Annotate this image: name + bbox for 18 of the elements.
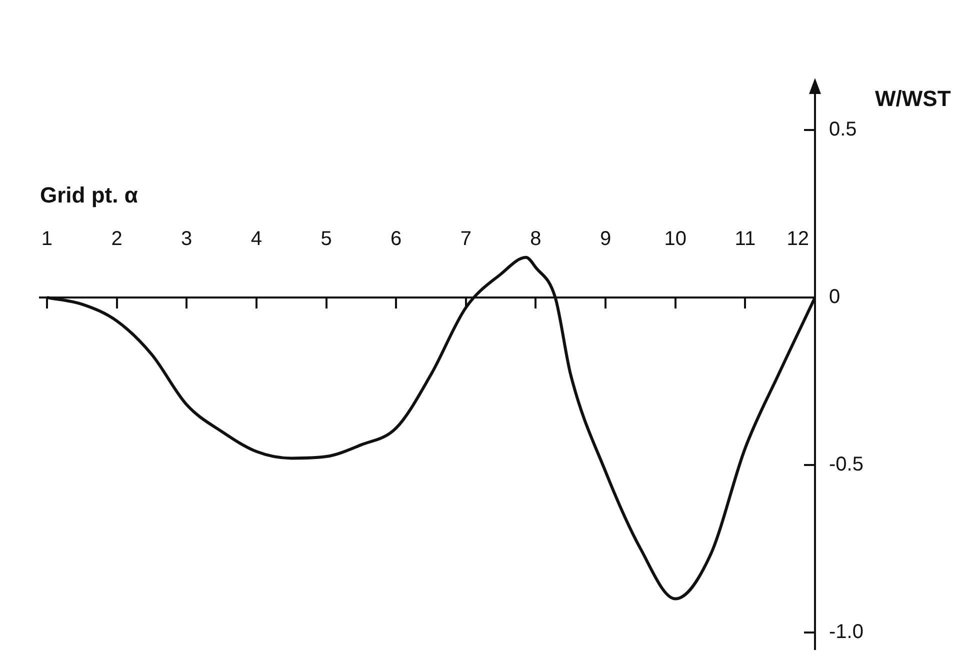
x-axis-title: Grid pt. α (40, 182, 138, 208)
x-tick-label: 9 (600, 228, 612, 250)
x-tick-label: 6 (390, 228, 402, 250)
y-tick-label: -0.5 (829, 453, 864, 476)
y-axis-title: W/WST (875, 86, 952, 112)
x-tick-label: 10 (664, 228, 686, 250)
y-tick-label: 0 (829, 286, 840, 308)
y-tick-label: -1.0 (829, 620, 864, 643)
y-tick-label: 0.5 (829, 118, 857, 141)
x-tick-label: 11 (734, 228, 756, 250)
x-tick-label: 7 (460, 228, 472, 250)
x-tick-label: 8 (530, 228, 542, 250)
x-tick-label: 12 (786, 228, 809, 250)
x-tick-label: 3 (181, 228, 192, 250)
x-tick-label: 4 (250, 228, 262, 250)
x-tick-label: 1 (41, 228, 53, 250)
x-tick-label: 2 (111, 228, 122, 250)
x-tick-label: 5 (320, 228, 332, 250)
